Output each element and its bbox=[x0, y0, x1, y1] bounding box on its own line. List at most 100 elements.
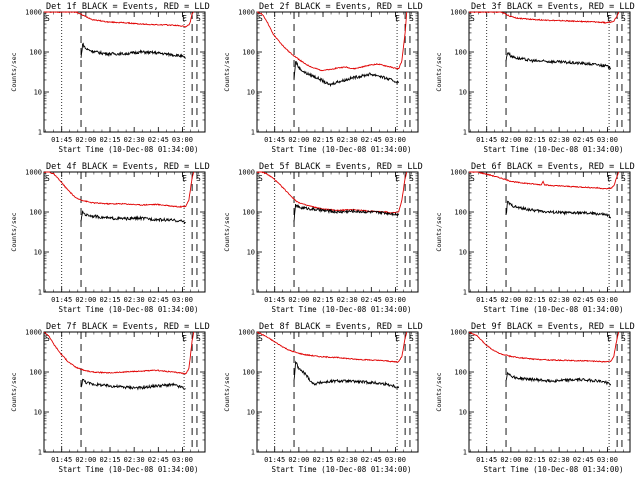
events-series-line bbox=[80, 42, 186, 59]
x-tick-label: 02:00 bbox=[75, 456, 96, 464]
y-axis-label: Counts/sec bbox=[10, 372, 18, 411]
lld-series-line bbox=[469, 11, 620, 25]
x-tick-label: 02:00 bbox=[75, 296, 96, 304]
x-tick-label: 01:45 bbox=[264, 296, 285, 304]
events-series-line bbox=[80, 210, 186, 225]
panel-7: Det 7f BLACK = Events, RED = LLD 1 10 100 10… bbox=[10, 322, 210, 474]
end-marker: E bbox=[395, 174, 400, 183]
x-tick-label: 02:15 bbox=[524, 456, 545, 464]
events-series-line bbox=[293, 360, 400, 389]
panel-6: Det 6f BLACK = Events, RED = LLD 1 10 100 10… bbox=[435, 162, 635, 314]
x-tick-label: 02:30 bbox=[337, 296, 358, 304]
y-tick-label: 1 bbox=[38, 129, 42, 137]
panel-title: Det 6f BLACK = Events, RED = LLD bbox=[471, 162, 635, 172]
y-tick-label: 1000 bbox=[450, 9, 467, 17]
events-series-line bbox=[505, 371, 612, 386]
y-axis-label: Counts/sec bbox=[435, 52, 443, 91]
lld-series-line bbox=[43, 11, 194, 28]
saa-marker: S bbox=[196, 174, 201, 183]
x-tick-label: 02:30 bbox=[549, 456, 570, 464]
x-tick-label: 03:00 bbox=[172, 456, 193, 464]
start-marker: S bbox=[258, 174, 263, 183]
x-tick-label: 02:15 bbox=[312, 456, 333, 464]
events-series-line bbox=[505, 200, 612, 219]
y-tick-label: 10 bbox=[34, 89, 42, 97]
y-tick-label: 10 bbox=[247, 89, 255, 97]
y-tick-label: 100 bbox=[242, 209, 255, 217]
x-tick-label: 03:00 bbox=[385, 136, 406, 144]
y-tick-label: 1000 bbox=[25, 169, 42, 177]
plot-frame bbox=[43, 171, 206, 293]
x-tick-label: 01:45 bbox=[264, 456, 285, 464]
panel-title: Det 7f BLACK = Events, RED = LLD bbox=[46, 322, 210, 332]
x-tick-label: 02:15 bbox=[524, 296, 545, 304]
y-tick-label: 1 bbox=[251, 289, 255, 297]
lld-series-line bbox=[256, 171, 408, 214]
y-tick-label: 1000 bbox=[450, 329, 467, 337]
x-tick-label: 02:30 bbox=[124, 136, 145, 144]
y-tick-label: 100 bbox=[454, 369, 467, 377]
x-tick-label: 02:45 bbox=[573, 456, 594, 464]
y-tick-label: 100 bbox=[454, 209, 467, 217]
start-marker: S bbox=[470, 334, 475, 343]
y-axis-label: Counts/sec bbox=[223, 212, 231, 251]
y-tick-label: 1000 bbox=[238, 9, 255, 17]
x-tick-label: 02:30 bbox=[337, 136, 358, 144]
y-tick-label: 1000 bbox=[25, 329, 42, 337]
y-tick-label: 10 bbox=[459, 409, 467, 417]
x-tick-label: 02:45 bbox=[148, 136, 169, 144]
x-axis-label: Start Time (10-Dec-08 01:34:00) bbox=[272, 305, 412, 314]
y-axis-label: Counts/sec bbox=[435, 212, 443, 251]
plot-frame bbox=[256, 11, 419, 133]
y-axis-label: Counts/sec bbox=[10, 52, 18, 91]
x-tick-label: 03:00 bbox=[597, 296, 618, 304]
x-tick-label: 02:45 bbox=[361, 136, 382, 144]
panel-4: Det 4f BLACK = Events, RED = LLD 1 10 100 10… bbox=[10, 162, 210, 314]
y-tick-label: 100 bbox=[454, 49, 467, 57]
x-tick-label: 02:15 bbox=[312, 296, 333, 304]
x-tick-label: 02:15 bbox=[524, 136, 545, 144]
x-tick-label: 01:45 bbox=[264, 136, 285, 144]
x-tick-label: 02:45 bbox=[148, 296, 169, 304]
start-marker: S bbox=[45, 334, 50, 343]
y-tick-label: 100 bbox=[29, 49, 42, 57]
x-tick-label: 01:45 bbox=[51, 296, 72, 304]
x-tick-label: 01:45 bbox=[476, 456, 497, 464]
x-tick-label: 02:00 bbox=[288, 296, 309, 304]
x-tick-label: 02:00 bbox=[500, 296, 521, 304]
x-axis-label: Start Time (10-Dec-08 01:34:00) bbox=[272, 145, 412, 154]
x-axis-label: Start Time (10-Dec-08 01:34:00) bbox=[484, 465, 624, 474]
x-axis-label: Start Time (10-Dec-08 01:34:00) bbox=[272, 465, 412, 474]
end-marker: E bbox=[607, 334, 612, 343]
start-marker: S bbox=[258, 334, 263, 343]
plot-frame bbox=[468, 331, 631, 453]
panel-5: Det 5f BLACK = Events, RED = LLD 1 10 100 10… bbox=[223, 162, 423, 314]
x-tick-label: 03:00 bbox=[385, 296, 406, 304]
x-axis-label: Start Time (10-Dec-08 01:34:00) bbox=[484, 145, 624, 154]
end-marker: E bbox=[395, 334, 400, 343]
x-axis-label: Start Time (10-Dec-08 01:34:00) bbox=[59, 465, 199, 474]
x-tick-label: 02:30 bbox=[124, 456, 145, 464]
y-tick-label: 10 bbox=[34, 409, 42, 417]
y-tick-label: 1000 bbox=[25, 9, 42, 17]
x-tick-label: 02:30 bbox=[549, 136, 570, 144]
panel-title: Det 3f BLACK = Events, RED = LLD bbox=[471, 2, 635, 12]
y-tick-label: 10 bbox=[459, 249, 467, 257]
panel-title: Det 4f BLACK = Events, RED = LLD bbox=[46, 162, 210, 172]
y-tick-label: 10 bbox=[247, 249, 255, 257]
events-series-line bbox=[505, 51, 612, 71]
panel-1: Det 1f BLACK = Events, RED = LLD 1 10 100 10… bbox=[10, 2, 210, 154]
panel-9: Det 9f BLACK = Events, RED = LLD 1 10 100 10… bbox=[435, 322, 635, 474]
x-tick-label: 02:15 bbox=[99, 296, 120, 304]
x-tick-label: 02:45 bbox=[148, 456, 169, 464]
y-tick-label: 10 bbox=[247, 409, 255, 417]
x-tick-label: 03:00 bbox=[172, 296, 193, 304]
x-tick-label: 02:15 bbox=[99, 136, 120, 144]
y-tick-label: 1 bbox=[463, 129, 467, 137]
lld-series-line bbox=[43, 331, 195, 375]
plot-frame bbox=[256, 331, 419, 453]
plot-frame bbox=[43, 11, 206, 133]
lld-series-line bbox=[256, 331, 408, 363]
x-tick-label: 02:00 bbox=[75, 136, 96, 144]
